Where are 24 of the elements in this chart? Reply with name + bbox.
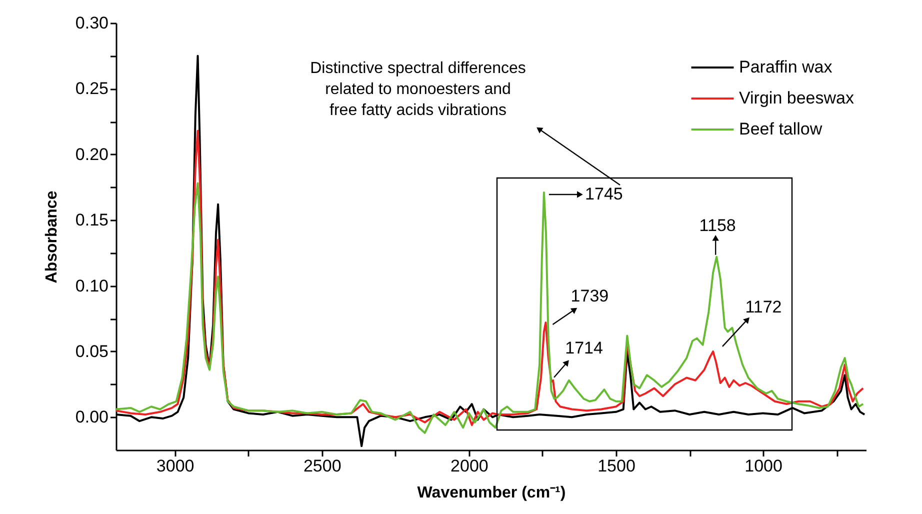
y-tick-label: 0.00 [75,408,108,427]
y-tick-label: 0.25 [75,79,108,98]
legend-label: Paraffin wax [739,58,833,76]
y-tick-label: 0.05 [75,342,108,361]
y-axis-title: Absorbance [43,190,60,284]
annotation: 1172 [745,297,782,316]
line-series [116,182,864,434]
x-tick-label: 3000 [156,456,194,476]
annotation: 1714 [565,338,603,358]
y-tick-label: 0.30 [75,14,108,32]
annotation: Distinctive spectral differences related to monoesters and free fatty acids vibrations [310,60,526,119]
annotation: 1745 [585,184,623,204]
annotation: 1158 [699,216,736,235]
legend-label: Virgin beeswax [739,88,854,108]
annotation: 1739 [570,286,609,306]
y-tick-label: 0.10 [75,276,108,296]
x-tick-label: 1500 [598,456,636,476]
x-tick-label: 2000 [450,456,488,476]
x-axis-title: Wavenumber (cm⁻¹) [417,484,566,502]
x-tick-label: 1000 [744,456,782,476]
y-tick-label: 0.15 [75,210,108,230]
x-tick-label: 2500 [303,456,342,476]
y-tick-label: 0.20 [75,144,108,164]
legend-label: Beef tallow [739,120,823,138]
